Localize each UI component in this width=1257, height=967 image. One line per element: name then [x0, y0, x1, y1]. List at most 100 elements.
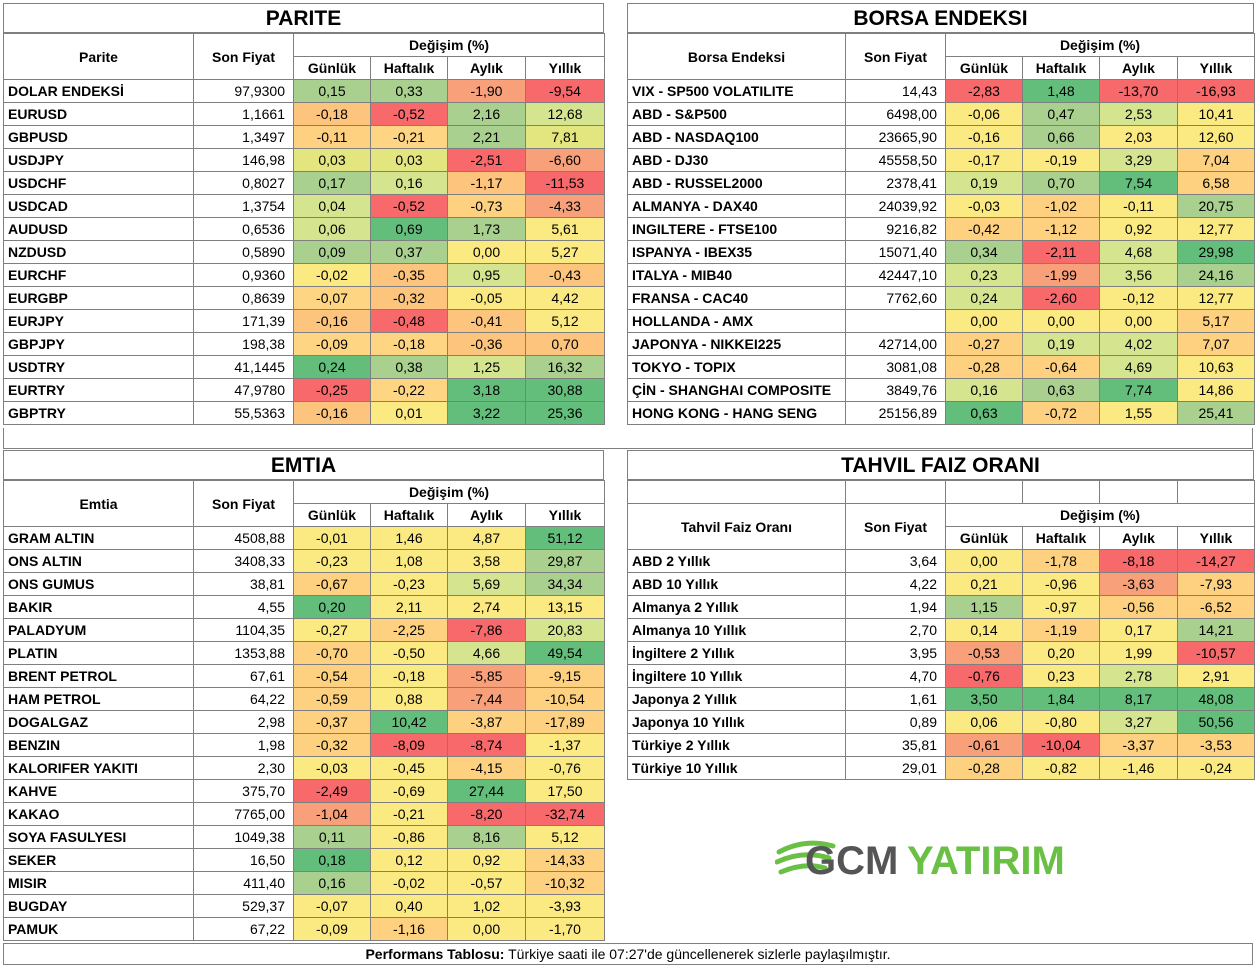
change-monthly: 4,68 [1099, 240, 1178, 264]
change-weekly: 2,11 [370, 595, 448, 619]
row-name: DOLAR ENDEKSİ [3, 79, 194, 103]
row-price: 1,1661 [193, 102, 294, 126]
row-name: ISPANYA - IBEX35 [627, 240, 846, 264]
change-yearly: 50,56 [1177, 710, 1255, 734]
change-yearly: 7,04 [1177, 148, 1255, 172]
change-monthly: 0,92 [1099, 217, 1178, 241]
col-header-monthly: Aylık [1099, 56, 1178, 80]
col-header-yearly: Yıllık [1177, 526, 1255, 550]
table-row: EURUSD 1,1661 -0,18 -0,52 2,16 12,68 [3, 102, 605, 126]
table-row: HONG KONG - HANG SENG 25156,89 0,63 -0,72 1,… [627, 401, 1255, 425]
logo-text-gcm: GCM [805, 839, 898, 883]
change-weekly: -0,52 [370, 102, 448, 126]
col-header-yearly: Yıllık [525, 503, 605, 527]
col-header-change: Değişim (%) [293, 33, 605, 57]
col-header-weekly: Haftalık [370, 56, 448, 80]
row-name: INGILTERE - FTSE100 [627, 217, 846, 241]
row-name: ONS GUMUS [3, 572, 194, 596]
change-daily: 0,06 [945, 710, 1023, 734]
change-monthly: -8,20 [447, 802, 526, 826]
row-price: 16,50 [193, 848, 294, 872]
change-monthly: -1,46 [1099, 756, 1178, 780]
change-monthly: 7,54 [1099, 171, 1178, 195]
row-name: KAKAO [3, 802, 194, 826]
panel-title: EMTIA [3, 450, 604, 480]
change-monthly: -2,51 [447, 148, 526, 172]
change-monthly: 0,00 [447, 240, 526, 264]
col-header-change: Değişim (%) [945, 503, 1255, 527]
col-header-name: Emtia [3, 480, 194, 527]
table-row: PAMUK 67,22 -0,09 -1,16 0,00 -1,70 [3, 917, 605, 941]
table-row: KALORIFER YAKITI 2,30 -0,03 -0,45 -4,15 -0,76 [3, 756, 605, 780]
col-header-price: Son Fiyat [193, 480, 294, 527]
change-yearly: 14,21 [1177, 618, 1255, 642]
change-weekly: -0,23 [370, 572, 448, 596]
change-yearly: -14,27 [1177, 549, 1255, 573]
table-row: JAPONYA - NIKKEI225 42714,00 -0,27 0,19 4,02… [627, 332, 1255, 356]
row-price: 146,98 [193, 148, 294, 172]
row-price: 35,81 [845, 733, 946, 757]
change-weekly: -0,45 [370, 756, 448, 780]
change-yearly: 5,61 [525, 217, 605, 241]
change-yearly: 5,12 [525, 309, 605, 333]
table-row: USDTRY 41,1445 0,24 0,38 1,25 16,32 [3, 355, 605, 379]
blank-cell [1022, 480, 1100, 504]
row-price: 0,8639 [193, 286, 294, 310]
change-monthly: 3,27 [1099, 710, 1178, 734]
change-daily: 0,15 [293, 79, 371, 103]
col-header-monthly: Aylık [1099, 526, 1178, 550]
row-price: 2378,41 [845, 171, 946, 195]
change-monthly: -7,86 [447, 618, 526, 642]
change-monthly: 4,69 [1099, 355, 1178, 379]
row-price: 1049,38 [193, 825, 294, 849]
col-header-daily: Günlük [945, 526, 1023, 550]
change-yearly: 14,86 [1177, 378, 1255, 402]
row-name: USDJPY [3, 148, 194, 172]
row-name: EURGBP [3, 286, 194, 310]
row-name: KAHVE [3, 779, 194, 803]
logo-text-yatirim: YATIRIM [907, 839, 1065, 883]
change-weekly: 0,63 [1022, 378, 1100, 402]
row-name: EURJPY [3, 309, 194, 333]
change-daily: -0,11 [293, 125, 371, 149]
row-price: 0,89 [845, 710, 946, 734]
change-daily: -0,27 [293, 618, 371, 642]
change-weekly: -0,50 [370, 641, 448, 665]
col-header-monthly: Aylık [447, 56, 526, 80]
change-yearly: -3,53 [1177, 733, 1255, 757]
change-monthly: 0,17 [1099, 618, 1178, 642]
row-price: 47,9780 [193, 378, 294, 402]
change-yearly: -16,93 [1177, 79, 1255, 103]
row-name: İngiltere 2 Yıllık [627, 641, 846, 665]
emtia-table: Emtia Son Fiyat Değişim (%) Günlük Hafta… [3, 480, 605, 941]
blank-cell [845, 480, 946, 504]
change-daily: 0,00 [945, 309, 1023, 333]
col-header-price: Son Fiyat [193, 33, 294, 80]
change-yearly: -10,54 [525, 687, 605, 711]
change-monthly: -5,85 [447, 664, 526, 688]
change-daily: 3,50 [945, 687, 1023, 711]
table-row: KAKAO 7765,00 -1,04 -0,21 -8,20 -32,74 [3, 802, 605, 826]
change-monthly: 27,44 [447, 779, 526, 803]
change-daily: -0,42 [945, 217, 1023, 241]
row-name: HAM PETROL [3, 687, 194, 711]
change-yearly: 20,83 [525, 618, 605, 642]
row-name: PAMUK [3, 917, 194, 941]
change-daily: -0,09 [293, 332, 371, 356]
change-daily: 0,18 [293, 848, 371, 872]
change-daily: 0,24 [293, 355, 371, 379]
change-monthly: 4,02 [1099, 332, 1178, 356]
row-name: Almanya 2 Yıllık [627, 595, 846, 619]
col-header-weekly: Haftalık [370, 503, 448, 527]
change-weekly: 0,88 [370, 687, 448, 711]
change-weekly: 1,08 [370, 549, 448, 573]
change-yearly: 5,27 [525, 240, 605, 264]
change-daily: -0,18 [293, 102, 371, 126]
change-weekly: 0,37 [370, 240, 448, 264]
change-daily: -0,23 [293, 549, 371, 573]
table-row: HOLLANDA - AMX 0,00 0,00 0,00 5,17 [627, 309, 1255, 333]
change-yearly: 24,16 [1177, 263, 1255, 287]
panel-title: TAHVIL FAIZ ORANI [627, 450, 1254, 480]
borsa-table: Borsa Endeksi Son Fiyat Değişim (%) Günl… [627, 33, 1255, 425]
row-name: EURTRY [3, 378, 194, 402]
